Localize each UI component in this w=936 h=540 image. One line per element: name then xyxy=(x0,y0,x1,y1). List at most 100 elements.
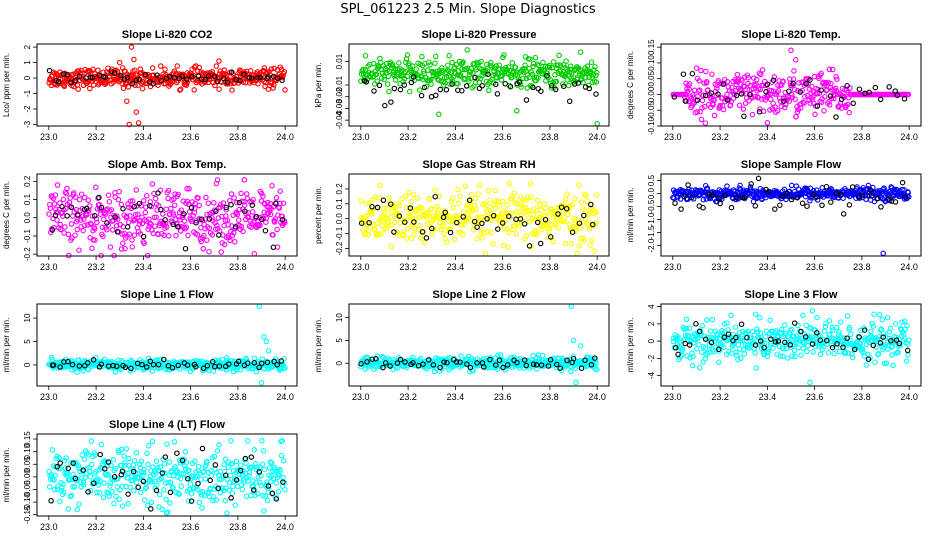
data-point-main xyxy=(171,202,178,208)
data-point-main xyxy=(703,68,709,75)
data-point-main xyxy=(584,63,591,69)
data-point-black xyxy=(828,199,834,205)
data-point-black xyxy=(228,201,234,208)
data-point-main xyxy=(112,190,118,196)
data-point-black xyxy=(454,219,460,226)
y-tick-label: -0.10 xyxy=(23,492,32,511)
data-point-main xyxy=(527,181,534,187)
data-point-main xyxy=(72,232,78,238)
data-point-main xyxy=(445,62,451,68)
data-point-main xyxy=(221,461,227,468)
x-tick-label: 23.6 xyxy=(182,262,200,272)
data-point-black xyxy=(271,358,277,365)
data-point-black xyxy=(861,327,868,333)
data-point-main xyxy=(371,226,378,233)
data-point-main xyxy=(711,112,718,119)
data-point-main xyxy=(143,484,150,491)
data-point-main xyxy=(250,483,257,490)
data-point-black xyxy=(162,454,169,460)
data-point-main xyxy=(129,244,136,250)
x-tick-label: 23.2 xyxy=(711,132,729,142)
data-point-main xyxy=(767,317,773,324)
data-point-main xyxy=(805,343,811,349)
x-tick-label: 24.0 xyxy=(900,262,918,272)
data-point-main xyxy=(88,438,95,444)
data-point-main xyxy=(102,471,109,477)
data-point-main xyxy=(518,84,524,90)
data-point-main xyxy=(262,493,269,499)
data-point-black xyxy=(150,361,157,368)
data-point-main xyxy=(279,213,285,220)
data-point-black xyxy=(500,364,506,371)
data-point-black xyxy=(533,362,540,368)
data-point-main xyxy=(443,74,450,81)
data-point-main xyxy=(68,221,75,227)
data-point-main xyxy=(520,196,526,203)
data-point-main xyxy=(78,191,85,197)
data-point-main xyxy=(63,455,69,461)
data-point-main xyxy=(520,204,527,211)
data-point-black xyxy=(280,479,286,485)
data-point-black xyxy=(397,86,404,93)
data-point-main xyxy=(365,231,372,238)
data-point-main xyxy=(831,350,837,357)
data-point-main xyxy=(757,314,763,321)
data-point-main xyxy=(386,88,392,95)
data-point-main xyxy=(195,195,201,201)
data-point-main xyxy=(568,303,574,310)
data-point-main xyxy=(65,231,72,238)
data-point-main xyxy=(757,185,764,192)
data-point-main xyxy=(686,86,693,92)
x-tick-label: 23.2 xyxy=(399,262,417,272)
data-point-main xyxy=(170,210,176,216)
data-point-black xyxy=(265,74,271,80)
data-point-main xyxy=(695,88,702,94)
data-point-black xyxy=(581,212,587,219)
data-point-black xyxy=(902,194,908,200)
data-point-main xyxy=(231,195,237,201)
points xyxy=(46,438,288,516)
data-point-main xyxy=(99,465,105,471)
data-point-black xyxy=(236,199,243,206)
data-point-black xyxy=(143,364,150,370)
chart-title: Slope Line 2 Flow xyxy=(433,289,526,301)
data-point-main xyxy=(571,195,578,202)
data-point-main xyxy=(223,367,230,373)
data-point-main xyxy=(816,75,822,82)
data-point-main xyxy=(263,338,270,345)
data-point-black xyxy=(129,81,136,87)
data-point-black xyxy=(829,344,836,351)
data-point-main xyxy=(721,321,728,327)
data-point-main xyxy=(546,64,553,71)
data-point-main xyxy=(777,353,783,359)
data-point-main xyxy=(482,250,489,257)
data-point-main xyxy=(698,116,705,123)
data-point-main xyxy=(153,214,159,221)
data-point-black xyxy=(761,344,767,351)
data-point-main xyxy=(366,199,373,205)
data-point-main xyxy=(464,203,470,209)
data-point-main xyxy=(455,186,461,193)
y-tick-label: -1 xyxy=(23,89,32,97)
data-point-main xyxy=(724,79,731,85)
data-point-main xyxy=(404,73,410,80)
data-point-black xyxy=(575,80,582,86)
data-point-black xyxy=(534,219,541,226)
data-point-main xyxy=(136,221,143,227)
data-point-black xyxy=(523,97,530,103)
data-point-black xyxy=(840,344,846,351)
data-point-main xyxy=(487,229,494,236)
data-point-main xyxy=(817,351,824,358)
data-point-main xyxy=(108,207,115,213)
points xyxy=(670,47,912,126)
x-tick-label: 23.0 xyxy=(352,132,370,142)
data-point-main xyxy=(593,192,600,198)
data-point-black xyxy=(374,204,381,211)
data-point-main xyxy=(413,207,419,213)
data-point-black xyxy=(242,208,248,214)
data-point-main xyxy=(152,223,158,229)
data-point-main xyxy=(899,319,905,325)
x-tick-label: 24.0 xyxy=(276,522,294,532)
data-point-main xyxy=(67,195,73,201)
data-point-main xyxy=(895,349,901,355)
